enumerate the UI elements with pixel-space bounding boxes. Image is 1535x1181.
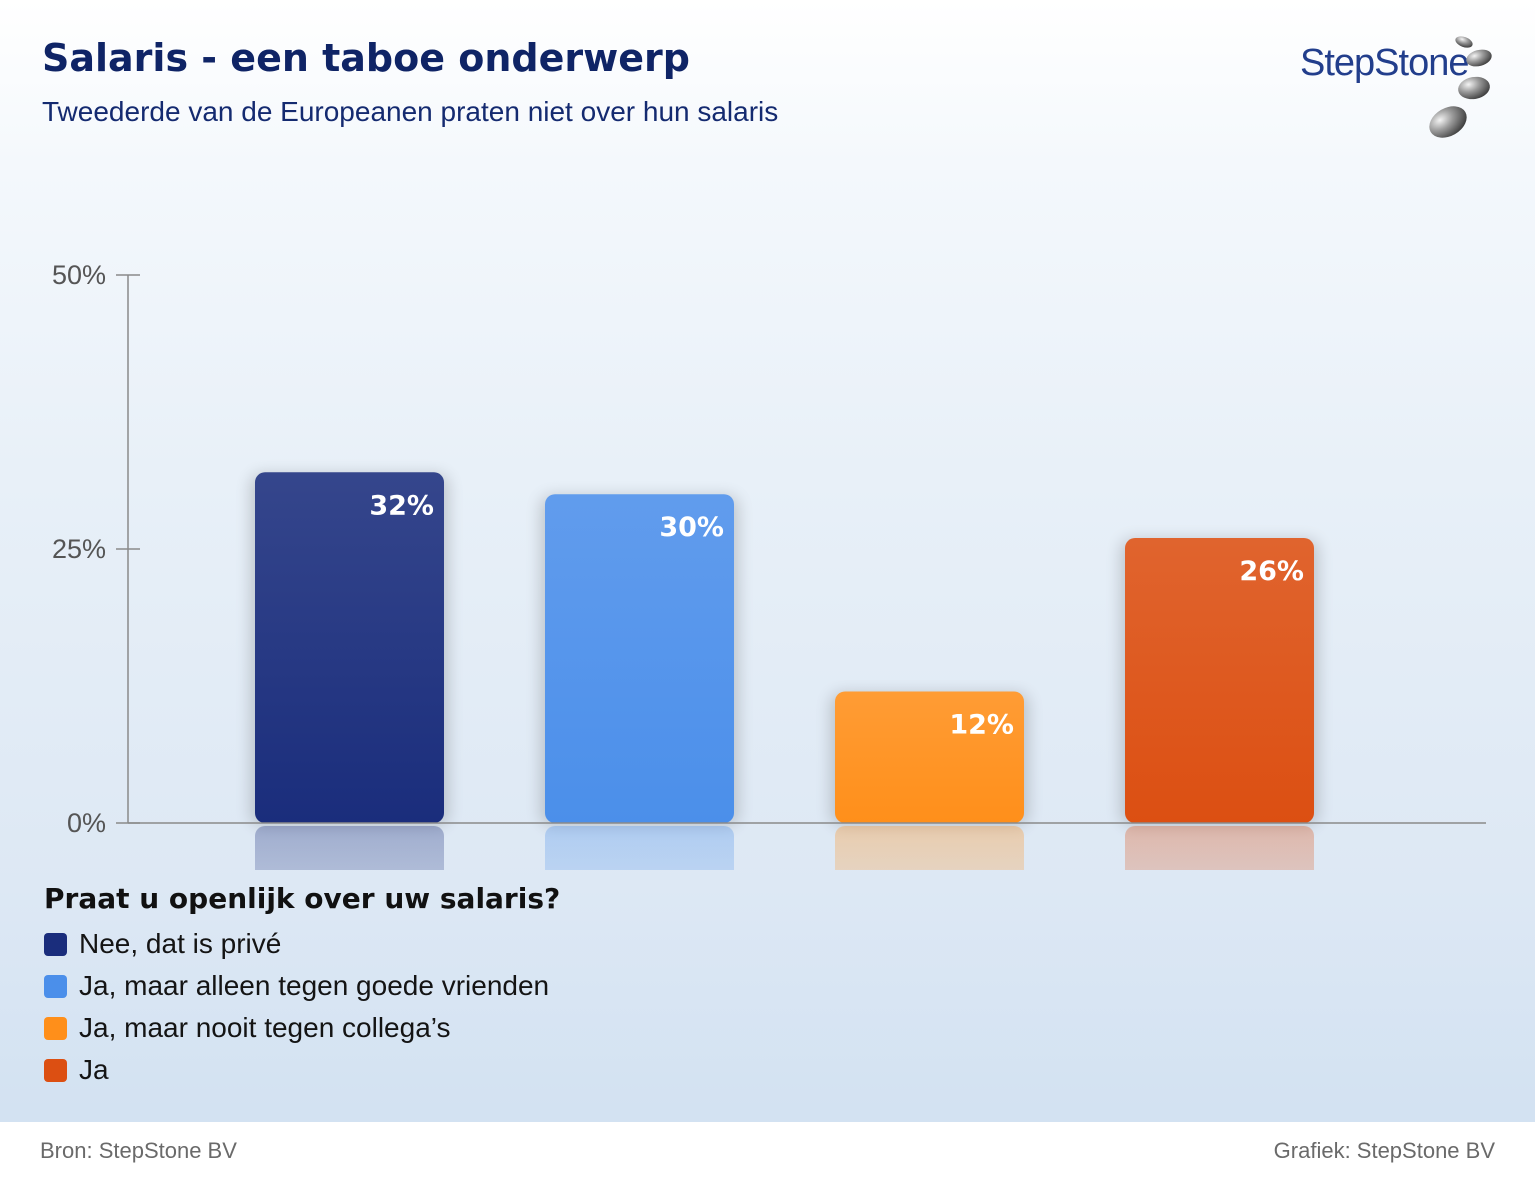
- bar-chart: 0% 25% 50% 32% 30% 12% 26%: [52, 260, 1486, 870]
- legend-title: Praat u openlijk over uw salaris?: [44, 882, 561, 915]
- bar-reflection-2: [835, 826, 1024, 870]
- stepstone-logo: StepStone: [1296, 30, 1516, 165]
- legend-swatch-3: [44, 1058, 67, 1082]
- bar-reflection-1: [545, 826, 734, 870]
- legend-label-3: Ja: [79, 1054, 109, 1085]
- bar-reflection-0: [255, 826, 444, 870]
- source-note: Bron: StepStone BV: [40, 1138, 237, 1163]
- y-tick-label-0: 0%: [67, 808, 106, 838]
- footer: Bron: StepStone BV Grafiek: StepStone BV: [0, 1122, 1535, 1181]
- legend-item-2: Ja, maar nooit tegen collega’s: [44, 1007, 560, 1049]
- bar-value-label-0: 32%: [369, 490, 434, 521]
- bar-value-label-3: 26%: [1239, 556, 1304, 587]
- credit-note: Grafiek: StepStone BV: [1273, 1138, 1495, 1163]
- legend-swatch-1: [44, 974, 67, 998]
- bar-value-label-2: 12%: [949, 709, 1014, 740]
- legend-label-0: Nee, dat is privé: [79, 928, 282, 959]
- legend-swatch-0: [44, 932, 67, 956]
- bar-reflection-3: [1125, 826, 1314, 870]
- stones-icon: [1429, 36, 1492, 138]
- bar-2: [835, 691, 1024, 823]
- bar-0: [255, 472, 444, 823]
- chart-title: Salaris - een taboe onderwerp: [42, 36, 690, 80]
- y-tick-label-1: 25%: [52, 534, 106, 564]
- legend-item-3: Ja: [44, 1049, 560, 1091]
- bar-1: [545, 494, 734, 823]
- legend-swatch-2: [44, 1016, 67, 1040]
- legend-item-1: Ja, maar alleen tegen goede vrienden: [44, 965, 560, 1007]
- legend-label-2: Ja, maar nooit tegen collega’s: [79, 1012, 451, 1043]
- legend-item-0: Nee, dat is privé: [44, 923, 560, 965]
- chart-subtitle: Tweederde van de Europeanen praten niet …: [42, 96, 779, 127]
- bar-value-label-1: 30%: [659, 512, 724, 543]
- chart-legend: Praat u openlijk over uw salaris? Nee, d…: [44, 882, 560, 1091]
- y-tick-label-2: 50%: [52, 260, 106, 290]
- legend-label-1: Ja, maar alleen tegen goede vrienden: [79, 970, 550, 1001]
- bar-3: [1125, 538, 1314, 823]
- logo-text: StepStone: [1300, 42, 1469, 84]
